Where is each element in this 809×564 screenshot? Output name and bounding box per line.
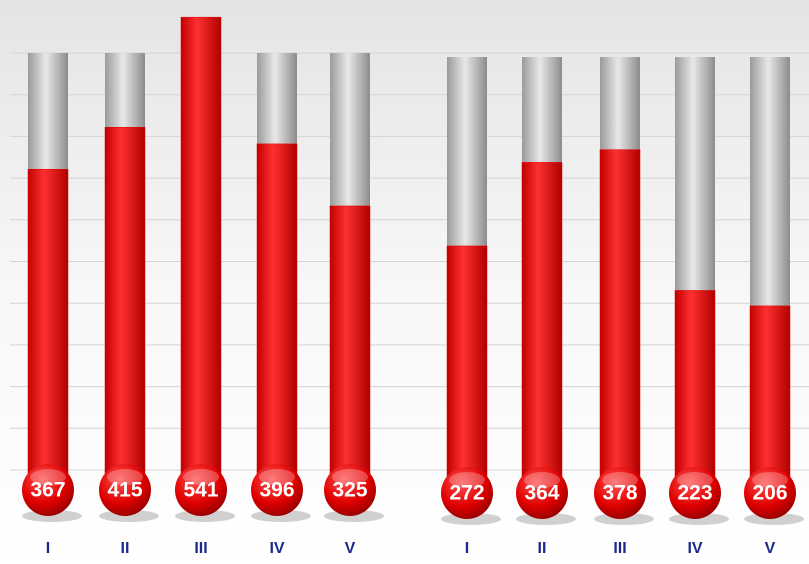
x-tick-label: II: [538, 540, 547, 557]
bar: [674, 290, 716, 494]
x-tick-label: V: [345, 540, 356, 557]
bulb-highlight: [752, 472, 788, 488]
bar: [329, 205, 371, 491]
bulb: [669, 467, 721, 519]
bar: [27, 168, 69, 491]
x-tick-label: V: [765, 540, 776, 557]
bulb: [175, 464, 227, 516]
bulb-highlight: [259, 469, 295, 485]
bar: [521, 162, 563, 494]
bulb: [594, 467, 646, 519]
bar: [256, 143, 298, 491]
x-tick-label: IV: [687, 540, 702, 557]
x-tick-label: II: [121, 540, 130, 557]
bulb-highlight: [30, 469, 66, 485]
bar: [104, 127, 146, 491]
bulb-highlight: [524, 472, 560, 488]
bulb: [251, 464, 303, 516]
bulb-highlight: [449, 472, 485, 488]
bar: [446, 245, 488, 494]
bulb: [744, 467, 796, 519]
bulb-highlight: [183, 469, 219, 485]
bar: [599, 149, 641, 494]
x-tick-label: I: [465, 540, 469, 557]
value-label: 325: [332, 479, 367, 502]
bulb: [441, 467, 493, 519]
bulb: [22, 464, 74, 516]
value-label: 415: [107, 479, 142, 502]
x-tick-label: III: [613, 540, 626, 557]
bar: [180, 16, 222, 491]
bulb: [324, 464, 376, 516]
bulb: [99, 464, 151, 516]
bulb: [516, 467, 568, 519]
value-label: 396: [259, 479, 294, 502]
value-label: 541: [183, 479, 218, 502]
bulb-highlight: [677, 472, 713, 488]
bulb-highlight: [602, 472, 638, 488]
bar: [749, 305, 791, 494]
x-tick-label: I: [46, 540, 50, 557]
plot: 367 I 415 II 541 III 396 IV 325 V 272 I 364 II 378 III 2…: [22, 16, 804, 557]
x-tick-label: IV: [269, 540, 284, 557]
value-label: 272: [449, 482, 484, 505]
value-label: 206: [752, 482, 787, 505]
bulb-highlight: [332, 469, 368, 485]
value-label: 223: [677, 482, 712, 505]
value-label: 378: [602, 482, 637, 505]
bulb-highlight: [107, 469, 143, 485]
x-tick-label: III: [194, 540, 207, 557]
value-label: 367: [30, 479, 65, 502]
value-label: 364: [524, 482, 559, 505]
